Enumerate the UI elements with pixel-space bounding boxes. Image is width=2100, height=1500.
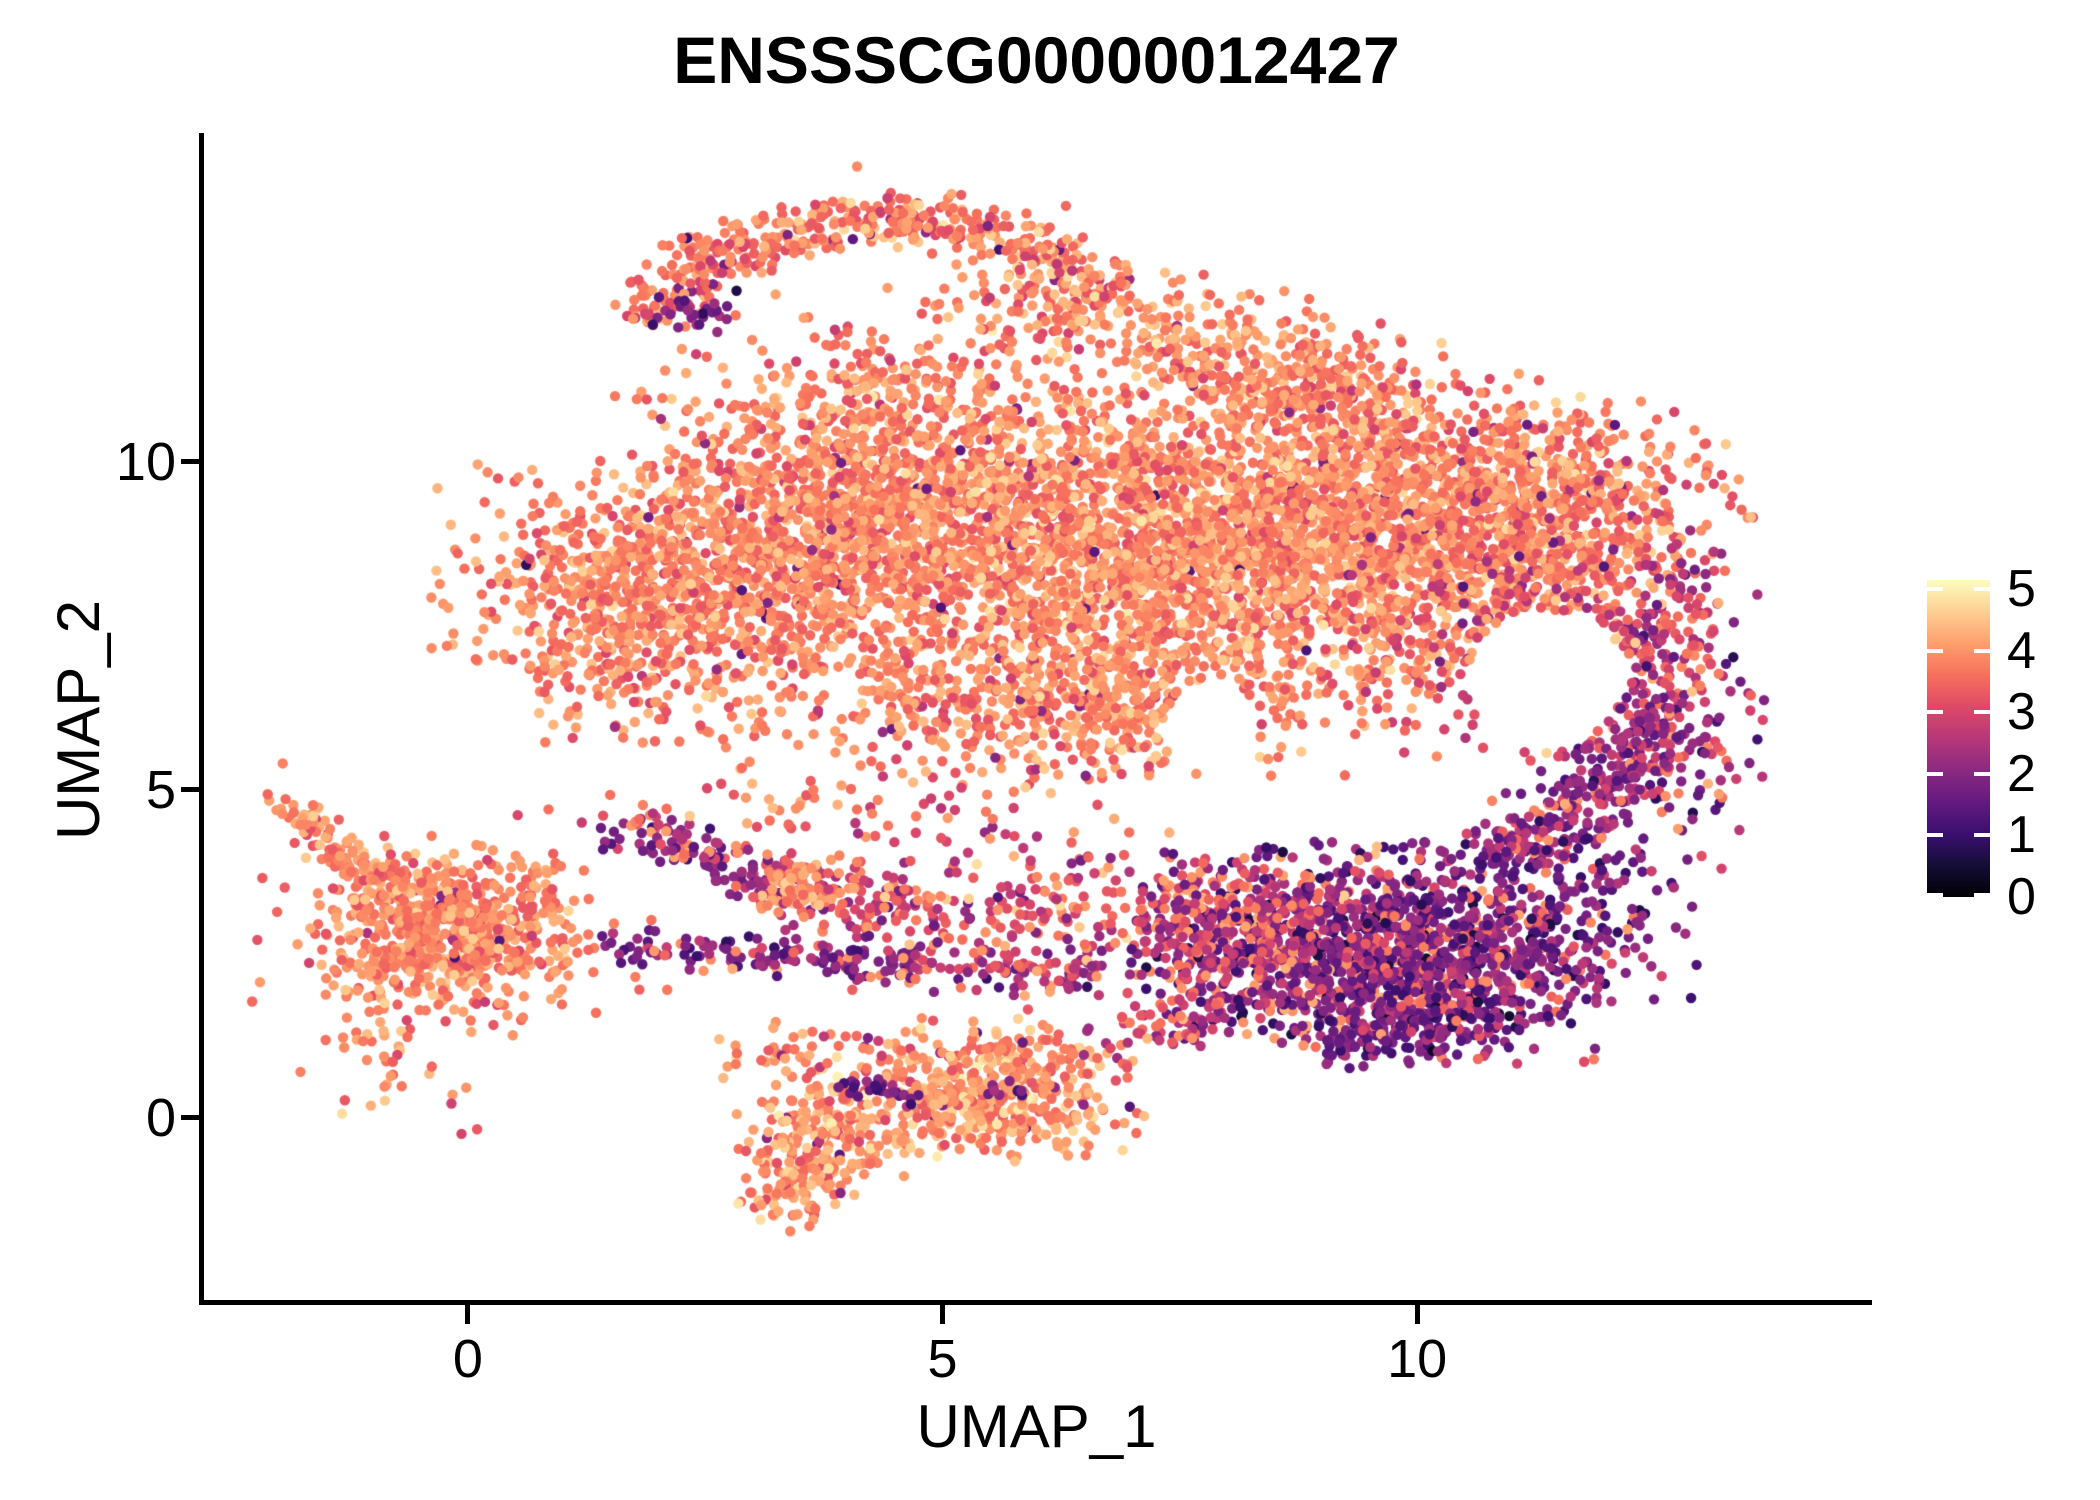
y-tick-mark xyxy=(181,1115,200,1121)
x-axis-title: UMAP_1 xyxy=(916,1393,1157,1460)
x-tick-label: 5 xyxy=(927,1329,958,1389)
x-tick-label: 10 xyxy=(1387,1329,1448,1389)
colorbar-tick-mark xyxy=(1974,893,1990,897)
y-tick-label: 10 xyxy=(115,431,176,492)
y-tick-mark xyxy=(181,459,200,465)
colorbar-tick-mark xyxy=(1927,587,1943,592)
y-axis-title: UMAP_2 xyxy=(45,599,112,841)
chart-title: ENSSSCG00000012427 xyxy=(673,23,1400,97)
y-tick-label: 0 xyxy=(145,1087,176,1148)
colorbar-tick-mark xyxy=(1974,833,1990,838)
y-axis-line xyxy=(199,133,204,1305)
colorbar-tick-label: 1 xyxy=(2007,806,2036,865)
colorbar-tick-label: 2 xyxy=(2007,744,2036,803)
colorbar-tick-label: 3 xyxy=(2007,683,2036,742)
colorbar-tick-mark xyxy=(1974,648,1990,653)
colorbar-tick-mark xyxy=(1974,710,1990,715)
colorbar-tick-label: 0 xyxy=(2007,868,2036,926)
colorbar-tick-mark xyxy=(1927,833,1943,838)
x-tick-label: 0 xyxy=(452,1329,483,1389)
colorbar-tick-mark xyxy=(1974,587,1990,592)
x-tick-mark xyxy=(465,1305,471,1324)
colorbar-tick-label: 5 xyxy=(2007,560,2036,619)
colorbar-tick-mark xyxy=(1927,771,1943,776)
y-tick-label: 5 xyxy=(145,759,176,820)
x-tick-mark xyxy=(1414,1305,1420,1324)
x-tick-mark xyxy=(940,1305,946,1324)
colorbar-tick-label: 4 xyxy=(2007,621,2036,680)
x-axis-line xyxy=(199,1300,1872,1305)
colorbar-tick-mark xyxy=(1927,648,1943,653)
colorbar-tick-mark xyxy=(1927,893,1943,897)
y-tick-mark xyxy=(181,787,200,793)
colorbar-tick-mark xyxy=(1927,710,1943,715)
colorbar xyxy=(1927,580,1990,897)
colorbar-tick-mark xyxy=(1974,771,1990,776)
